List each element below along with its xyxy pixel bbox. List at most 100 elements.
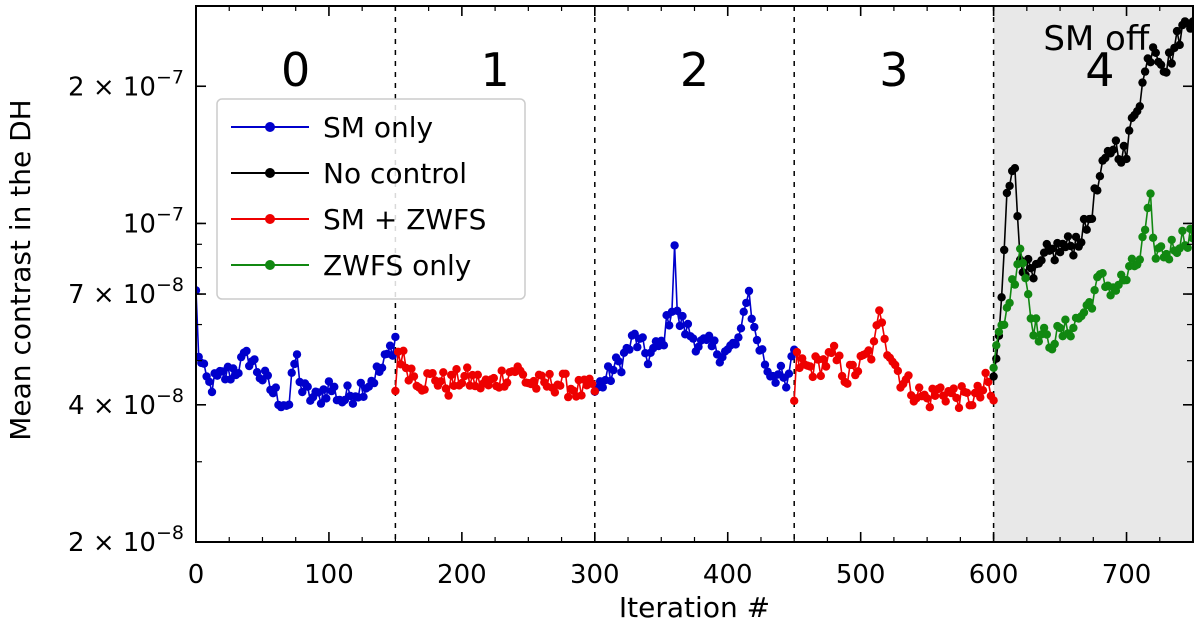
data-point [1167,59,1176,68]
data-point [284,400,294,409]
data-point [734,333,743,342]
data-point [673,306,682,315]
data-point [428,369,437,378]
data-point [750,322,759,332]
data-point [439,368,448,377]
data-point [1087,304,1097,313]
data-point [758,345,767,354]
legend-marker [265,168,275,178]
data-point [473,370,482,379]
data-point [319,385,328,394]
data-point [420,385,429,394]
x-tick-label: 200 [437,560,487,590]
data-point [391,386,400,396]
data-point [829,341,839,351]
x-tick-label: 100 [304,560,354,590]
data-point [819,355,828,364]
data-point [760,360,770,369]
data-point [968,401,977,410]
data-point [1034,337,1044,346]
series-sm-zwfs [391,306,998,413]
data-point [447,370,456,380]
y-tick-exponent: −7 [156,66,184,88]
data-point [1175,40,1184,50]
data-point [625,345,634,354]
y-tick-label: 10−7 [123,203,184,239]
data-point [1021,274,1030,283]
data-point [1029,331,1038,340]
data-point [590,387,599,396]
data-point [848,360,857,370]
data-point [1018,258,1027,268]
data-point [952,393,961,403]
data-point [1119,141,1129,151]
data-point [747,314,756,323]
y-tick-label: 4 × 10−8 [68,385,184,421]
data-point [678,311,687,321]
data-point [1063,232,1073,241]
data-point [1164,255,1174,264]
data-point [731,340,740,349]
data-point [1140,225,1150,235]
data-point [1031,314,1041,323]
data-point [556,381,565,390]
data-point [670,241,679,250]
data-point [1162,68,1171,77]
data-point [1016,244,1025,253]
data-point [1023,290,1033,299]
series-zwfs-only [989,189,1193,372]
data-point [989,396,998,405]
data-point [643,359,653,369]
data-point [545,369,554,379]
y-tick-label: 2 × 10−7 [68,66,184,102]
data-point [199,359,209,368]
data-point [1055,248,1065,257]
data-point [1125,126,1134,135]
data-point [1071,232,1081,242]
data-point [1010,280,1020,289]
data-point [457,378,467,388]
data-point [452,365,461,374]
data-point [598,383,607,392]
data-point [1010,164,1020,173]
data-point [532,384,541,393]
data-point [1172,26,1182,36]
legend-label: ZWFS only [323,249,471,282]
data-point [1186,224,1193,234]
data-point [835,351,844,360]
data-point [1148,233,1158,242]
data-point [984,377,993,387]
data-point [377,363,387,372]
data-point [1002,188,1012,198]
y-tick-mantissa: 4 × 10 [68,391,156,421]
data-point [324,377,334,386]
data-point [675,321,685,331]
series-line [196,290,397,409]
x-tick-label: 0 [188,560,205,590]
data-point [784,369,794,378]
data-point [1077,238,1086,247]
data-point [808,372,817,382]
data-point [1140,67,1150,76]
data-point [978,386,988,395]
data-point [1138,232,1147,242]
data-point [529,376,538,386]
data-point [1135,102,1145,111]
data-point [263,371,272,380]
y-tick-mantissa: 2 × 10 [68,528,156,558]
y-tick-mantissa: 7 × 10 [68,280,156,310]
data-point [792,347,802,357]
data-point [1082,225,1091,234]
data-point [827,348,836,358]
data-point [1050,256,1059,265]
data-point [1079,308,1089,317]
data-point [196,286,201,295]
data-point [976,393,985,402]
y-tick-exponent: −8 [156,385,184,407]
data-point [1069,251,1078,260]
data-point [391,332,400,342]
y-tick-label: 2 × 10−8 [68,522,184,558]
data-point [1122,154,1131,164]
data-point [609,365,618,375]
